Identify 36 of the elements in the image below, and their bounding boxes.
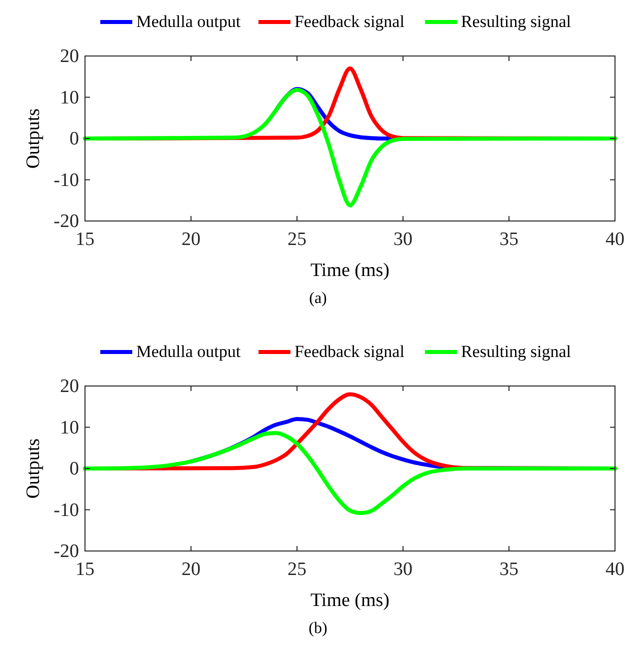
line-series xyxy=(83,88,617,208)
legend-label: Resulting signal xyxy=(460,12,572,31)
x-tick-label: 25 xyxy=(288,559,306,580)
y-axis-title: Outputs xyxy=(23,108,44,169)
x-axis-title: Time (ms) xyxy=(310,260,390,281)
x-tick-label: 15 xyxy=(76,559,94,580)
x-tick-label: 35 xyxy=(500,229,518,250)
text: (a) xyxy=(309,290,327,307)
x-axis-title: Time (ms) xyxy=(310,590,390,611)
text: (b) xyxy=(308,620,328,637)
x-tick-label: 40 xyxy=(606,229,624,250)
x-tick-label: 20 xyxy=(182,559,200,580)
x-tick-label: 30 xyxy=(394,229,412,250)
y-tick-label: -20 xyxy=(54,541,79,562)
x-tick-label: 30 xyxy=(394,559,412,580)
legend-label: Feedback signal xyxy=(294,12,405,31)
legend-label: Medulla output xyxy=(136,12,241,31)
line-series xyxy=(83,431,617,516)
x-tick-label: 35 xyxy=(500,559,518,580)
y-tick-label: -20 xyxy=(54,211,79,232)
x-tick-label: 25 xyxy=(288,229,306,250)
y-tick-label: 0 xyxy=(70,458,79,480)
y-axis-title: Outputs xyxy=(23,438,44,499)
y-tick-label: -10 xyxy=(54,500,79,521)
y-tick-label: 20 xyxy=(60,376,79,397)
x-tick-label: 40 xyxy=(606,559,624,580)
y-tick-label: 10 xyxy=(60,87,79,108)
legend-label: Medulla output xyxy=(136,342,241,361)
x-tick-label: 15 xyxy=(76,229,94,250)
y-tick-label: 0 xyxy=(70,128,79,150)
y-tick-label: 20 xyxy=(60,46,79,67)
y-tick-label: -10 xyxy=(54,170,79,191)
legend-label: Resulting signal xyxy=(460,342,572,361)
y-tick-label: 10 xyxy=(60,417,79,438)
legend-label: Feedback signal xyxy=(294,342,405,361)
x-tick-label: 20 xyxy=(182,229,200,250)
